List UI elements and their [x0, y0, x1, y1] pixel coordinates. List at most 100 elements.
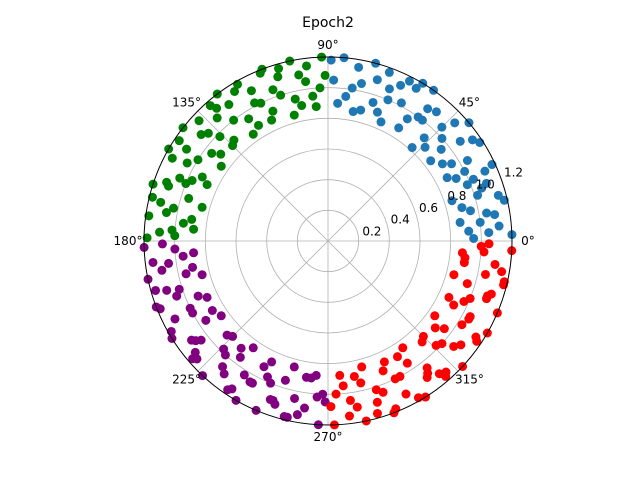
- data-point: [273, 72, 283, 82]
- data-point: [411, 83, 421, 93]
- data-point: [372, 408, 382, 418]
- data-point: [167, 225, 177, 235]
- data-point: [456, 340, 466, 350]
- data-point: [196, 335, 206, 345]
- data-point: [335, 370, 345, 380]
- data-point: [259, 362, 269, 372]
- data-point: [320, 70, 330, 80]
- data-point: [197, 270, 207, 280]
- data-point: [447, 159, 457, 169]
- data-point: [203, 128, 213, 138]
- data-point: [472, 336, 482, 346]
- data-point: [437, 133, 447, 143]
- data-point: [372, 397, 382, 407]
- data-point: [196, 130, 206, 140]
- data-point: [480, 166, 490, 176]
- series-2: [139, 239, 330, 430]
- data-point: [447, 196, 457, 206]
- data-point: [468, 174, 478, 184]
- data-point: [413, 112, 423, 122]
- data-point: [497, 267, 507, 277]
- data-point: [450, 118, 460, 128]
- data-point: [290, 94, 300, 104]
- data-point: [437, 159, 447, 169]
- data-point: [442, 173, 452, 183]
- data-point: [390, 374, 400, 384]
- data-point: [482, 208, 492, 218]
- data-point: [311, 102, 321, 112]
- data-point: [197, 172, 207, 182]
- data-point: [224, 100, 234, 110]
- data-point: [467, 135, 477, 145]
- theta-gridline-45: [327, 110, 459, 242]
- data-point: [207, 148, 217, 158]
- data-point: [484, 228, 494, 238]
- data-point: [193, 291, 203, 301]
- data-point: [315, 83, 325, 93]
- data-point: [462, 156, 472, 165]
- data-point: [431, 107, 441, 117]
- data-point: [462, 180, 472, 190]
- data-point: [329, 75, 339, 85]
- data-point: [174, 136, 184, 146]
- data-point: [268, 106, 278, 116]
- data-point: [384, 84, 394, 94]
- data-point: [477, 183, 487, 193]
- data-point: [215, 132, 225, 142]
- data-point: [274, 64, 284, 74]
- data-point: [156, 197, 166, 207]
- data-point: [436, 144, 446, 154]
- data-point: [398, 343, 408, 353]
- data-point: [144, 211, 154, 221]
- data-point: [268, 85, 278, 95]
- data-point: [201, 315, 211, 325]
- data-point: [394, 123, 404, 133]
- data-point: [164, 181, 174, 191]
- r-tick-label: 1.0: [476, 177, 495, 191]
- data-point: [268, 395, 278, 405]
- data-point: [235, 352, 245, 362]
- data-point: [219, 369, 229, 379]
- theta-tick-labels: 0° 45° 90° 135° 180° 225° 270° 315°: [114, 38, 535, 444]
- data-point: [302, 61, 312, 71]
- data-point: [345, 395, 355, 405]
- data-point: [451, 173, 461, 183]
- theta-gridline-315: [327, 240, 459, 372]
- data-point: [444, 292, 454, 302]
- data-point: [352, 402, 362, 412]
- data-point: [422, 372, 432, 382]
- data-point: [402, 114, 412, 124]
- theta-gridline-135: [197, 110, 329, 242]
- data-point: [457, 203, 467, 213]
- data-point: [280, 375, 290, 385]
- r-tick-label: 1.2: [504, 166, 523, 180]
- data-point: [459, 258, 469, 268]
- r-tick-label: 0.6: [419, 201, 438, 215]
- data-point: [460, 166, 470, 176]
- data-point: [378, 387, 388, 397]
- data-point: [244, 114, 254, 124]
- data-point: [426, 156, 436, 166]
- data-point: [493, 190, 503, 200]
- data-point: [181, 269, 191, 279]
- data-point: [376, 117, 386, 127]
- data-point: [484, 239, 494, 249]
- data-point: [480, 269, 490, 279]
- data-point: [187, 335, 197, 345]
- data-point: [431, 340, 441, 350]
- data-point: [290, 393, 300, 403]
- data-points: [139, 52, 517, 430]
- data-point: [347, 83, 357, 93]
- series-1: [142, 52, 330, 243]
- data-point: [475, 217, 485, 227]
- data-point: [455, 217, 465, 227]
- data-point: [184, 193, 194, 203]
- data-point: [188, 354, 198, 364]
- theta-tick-label: 180°: [114, 234, 143, 248]
- data-point: [473, 190, 483, 200]
- data-point: [164, 258, 174, 268]
- chart-title: Epoch2: [302, 15, 354, 31]
- data-point: [189, 248, 199, 258]
- data-point: [185, 303, 195, 313]
- data-point: [490, 259, 500, 269]
